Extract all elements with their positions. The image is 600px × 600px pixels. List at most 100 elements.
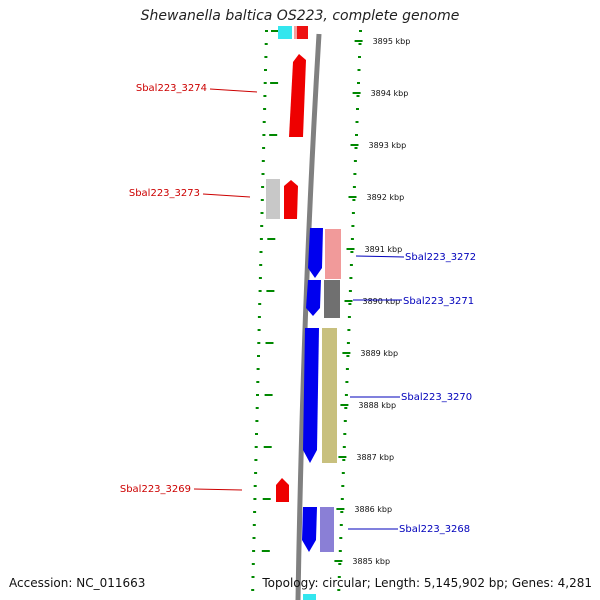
track-dot bbox=[251, 576, 255, 578]
track-dot bbox=[253, 511, 257, 513]
track-dot bbox=[255, 420, 259, 422]
gene-label-3268[interactable]: Sbal223_3268 bbox=[399, 524, 470, 535]
gene-label-3269[interactable]: Sbal223_3269 bbox=[120, 484, 191, 495]
gene-arrow-3272 bbox=[308, 228, 323, 278]
track-dot bbox=[266, 290, 275, 292]
track-dot bbox=[338, 563, 342, 565]
track-dot bbox=[258, 277, 262, 279]
gene-arrow-3271 bbox=[306, 280, 321, 316]
major-tick bbox=[336, 508, 345, 510]
track-dot bbox=[269, 134, 278, 136]
track-dot bbox=[342, 459, 346, 461]
tick-label: 3892 kbp bbox=[367, 193, 405, 202]
gene-label-3274[interactable]: Sbal223_3274 bbox=[136, 83, 207, 94]
major-tick bbox=[334, 560, 343, 562]
track-dot bbox=[354, 147, 358, 149]
gene-label-3271[interactable]: Sbal223_3271 bbox=[403, 296, 474, 307]
track-dot bbox=[355, 134, 358, 136]
track-dot bbox=[261, 550, 270, 552]
track-dot bbox=[343, 433, 347, 435]
leader-3269 bbox=[193, 488, 243, 491]
track-dot bbox=[353, 173, 357, 175]
track-dot bbox=[337, 576, 341, 578]
track-dot bbox=[253, 485, 257, 487]
red-feature-top bbox=[297, 26, 308, 39]
major-tick bbox=[342, 352, 351, 354]
track-dot bbox=[357, 69, 361, 71]
track-dot bbox=[260, 225, 264, 227]
major-tick bbox=[344, 300, 353, 302]
track-dot bbox=[265, 30, 268, 32]
major-tick bbox=[348, 196, 357, 198]
gene-arrow-3274 bbox=[289, 54, 306, 137]
track-dot bbox=[339, 524, 343, 526]
track-dot bbox=[264, 69, 267, 71]
track-dot bbox=[358, 43, 362, 45]
cyan-feature-top bbox=[278, 26, 292, 39]
track-dot bbox=[257, 355, 260, 357]
tick-label: 3888 kbp bbox=[358, 401, 396, 410]
track-dot bbox=[265, 342, 274, 344]
track-dot bbox=[263, 95, 267, 97]
gene-arrow-3268 bbox=[302, 507, 317, 552]
track-dot bbox=[257, 316, 261, 318]
tick-label: 3885 kbp bbox=[352, 557, 390, 566]
leader-3272 bbox=[355, 255, 405, 258]
track-dot bbox=[346, 342, 350, 344]
track-dot bbox=[343, 420, 347, 422]
track-dot bbox=[259, 251, 263, 253]
tick-label: 3887 kbp bbox=[356, 453, 394, 462]
gene-label-3272[interactable]: Sbal223_3272 bbox=[405, 252, 476, 263]
track-dot bbox=[263, 82, 267, 84]
cyan-feature-bottom bbox=[303, 594, 316, 600]
track-dot bbox=[341, 472, 345, 474]
track-dot bbox=[353, 160, 357, 162]
track-dot bbox=[252, 524, 256, 526]
track-dot bbox=[261, 160, 265, 162]
cog-box-3272 bbox=[325, 229, 341, 279]
track-dot bbox=[257, 329, 261, 331]
track-dot bbox=[253, 498, 257, 500]
map-title: Shewanella baltica OS223, complete genom… bbox=[140, 8, 460, 24]
major-tick bbox=[340, 404, 349, 406]
track-dot bbox=[338, 550, 342, 552]
track-dot bbox=[350, 238, 354, 240]
track-dot bbox=[254, 446, 258, 448]
track-dot bbox=[344, 394, 348, 396]
track-dot bbox=[267, 238, 276, 240]
track-dot bbox=[344, 407, 348, 409]
track-dot bbox=[252, 537, 256, 539]
track-dot bbox=[261, 173, 265, 175]
track-dot bbox=[345, 381, 349, 383]
major-tick bbox=[352, 92, 361, 94]
track-dot bbox=[346, 355, 350, 357]
track-dot bbox=[340, 498, 344, 500]
track-dot bbox=[263, 108, 267, 110]
track-dot bbox=[260, 199, 264, 201]
tick-label: 3894 kbp bbox=[371, 89, 409, 98]
tick-label: 3889 kbp bbox=[360, 349, 398, 358]
leader-3273 bbox=[202, 193, 251, 198]
track-dot bbox=[348, 303, 352, 305]
track-dot bbox=[256, 381, 260, 383]
gene-label-3270[interactable]: Sbal223_3270 bbox=[401, 392, 472, 403]
gene-label-3273[interactable]: Sbal223_3273 bbox=[129, 188, 200, 199]
track-dot bbox=[256, 394, 259, 396]
track-dot bbox=[356, 108, 359, 110]
track-dot bbox=[260, 212, 264, 214]
track-dot bbox=[340, 511, 344, 513]
track-dot bbox=[258, 290, 262, 292]
track-dot bbox=[352, 199, 356, 201]
track-dot bbox=[252, 550, 256, 552]
cog-box-3270 bbox=[322, 328, 337, 463]
track-dot bbox=[352, 186, 356, 188]
track-dot bbox=[257, 342, 261, 344]
major-tick bbox=[346, 248, 355, 250]
major-tick bbox=[350, 144, 359, 146]
backbone bbox=[295, 33, 322, 600]
track-dot bbox=[359, 30, 362, 32]
track-dot bbox=[350, 251, 354, 253]
track-dot bbox=[341, 485, 345, 487]
track-dot bbox=[256, 368, 260, 370]
